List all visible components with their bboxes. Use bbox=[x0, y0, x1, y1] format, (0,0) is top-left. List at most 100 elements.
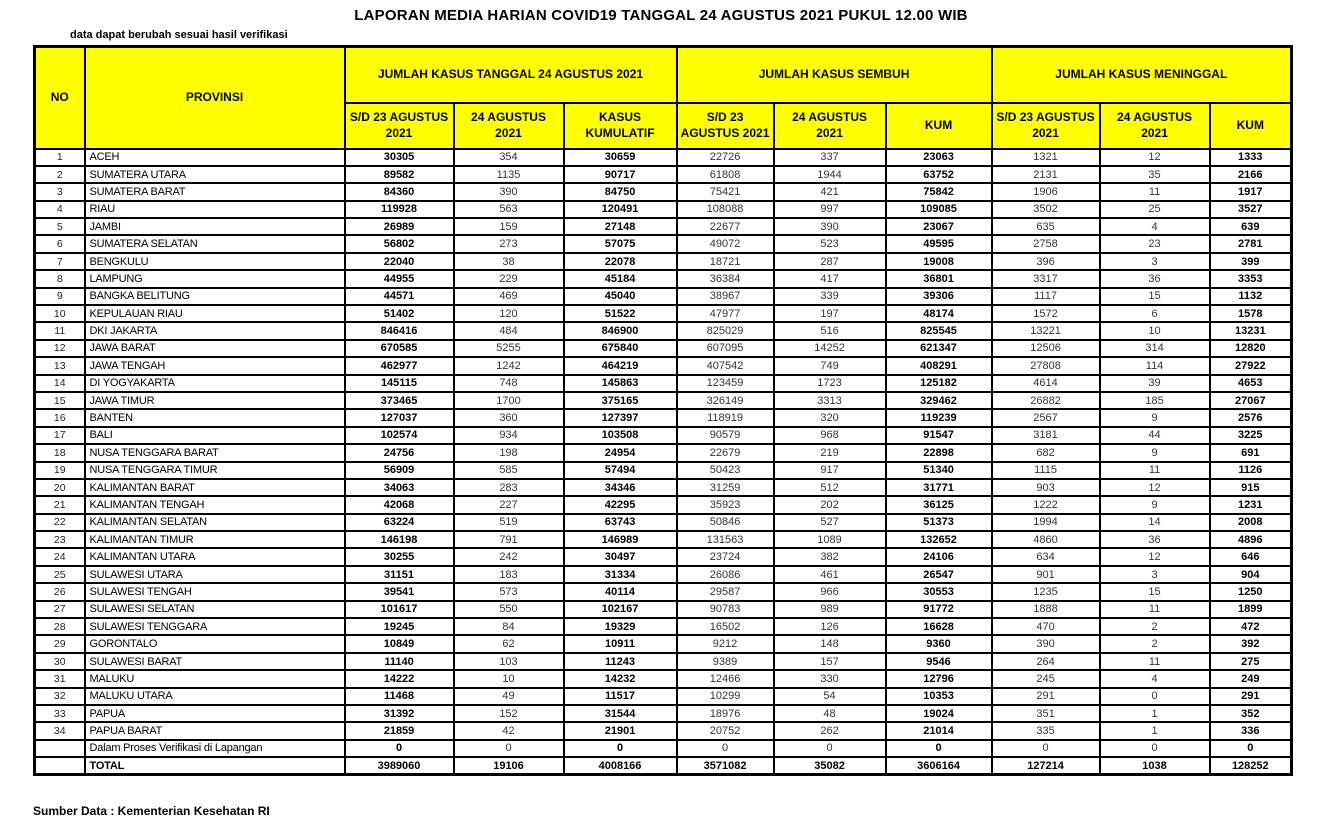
value-cell: 12796 bbox=[884, 669, 993, 689]
value-cell: 36125 bbox=[884, 495, 993, 515]
value-cell: 12506 bbox=[990, 338, 1101, 359]
value-cell: 145863 bbox=[562, 373, 678, 393]
province-cell: RIAU bbox=[83, 199, 346, 220]
value-cell: 1994 bbox=[990, 512, 1101, 533]
value-cell: 27922 bbox=[1208, 356, 1293, 376]
table-row: 16 BANTEN 127037 360 127397 118919 320 119239 25… bbox=[33, 408, 1293, 428]
table-row: 2 SUMATERA UTARA 89582 1135 90717 61808 1944 63… bbox=[33, 164, 1293, 185]
table-header: NO PROVINSI JUMLAH KASUS TANGGAL 24 AGUS… bbox=[33, 45, 1293, 150]
value-cell: 635 bbox=[990, 217, 1101, 237]
value-cell: 38 bbox=[452, 251, 565, 272]
value-cell: 9212 bbox=[675, 634, 775, 654]
value-cell: 24756 bbox=[343, 443, 455, 463]
value-cell: 314 bbox=[1098, 338, 1211, 359]
value-cell: 550 bbox=[452, 599, 565, 620]
province-cell: DKI JAKARTA bbox=[83, 321, 346, 341]
table-row: 10 KEPULAUAN RIAU 51402 120 51522 47977 197 481… bbox=[33, 303, 1293, 324]
value-cell: 12 bbox=[1098, 477, 1211, 498]
value-cell: 3 bbox=[1098, 564, 1211, 585]
value-cell: 103 bbox=[452, 651, 565, 672]
value-cell: 523 bbox=[772, 234, 887, 254]
province-cell: SUMATERA SELATAN bbox=[83, 234, 346, 254]
value-cell: 9 bbox=[1098, 495, 1211, 515]
value-cell: 11 bbox=[1098, 651, 1211, 672]
value-cell: 407542 bbox=[675, 356, 775, 376]
row-number-cell: 9 bbox=[33, 286, 86, 307]
province-cell: SUMATERA BARAT bbox=[83, 182, 346, 202]
value-cell: 90717 bbox=[562, 164, 678, 185]
value-cell: 4008166 bbox=[562, 756, 678, 776]
value-cell: 339 bbox=[772, 286, 887, 307]
value-cell: 10 bbox=[452, 669, 565, 689]
value-cell: 27808 bbox=[990, 356, 1101, 376]
value-cell: 917 bbox=[772, 460, 887, 480]
value-cell: 392 bbox=[1208, 634, 1293, 654]
value-cell: 48 bbox=[772, 703, 887, 724]
value-cell: 0 bbox=[452, 738, 565, 759]
value-cell: 390 bbox=[772, 217, 887, 237]
value-cell: 934 bbox=[452, 425, 565, 446]
value-cell: 18976 bbox=[675, 703, 775, 724]
value-cell: 40114 bbox=[562, 582, 678, 602]
value-cell: 4 bbox=[1098, 217, 1211, 237]
province-cell: DI YOGYAKARTA bbox=[83, 373, 346, 393]
value-cell: 0 bbox=[990, 738, 1101, 759]
value-cell: 128252 bbox=[1208, 756, 1293, 776]
value-cell: 56802 bbox=[343, 234, 455, 254]
province-cell: PAPUA bbox=[83, 703, 346, 724]
value-cell: 915 bbox=[1208, 477, 1293, 498]
value-cell: 352 bbox=[1208, 703, 1293, 724]
value-cell: 30553 bbox=[884, 582, 993, 602]
row-number-cell: 14 bbox=[33, 373, 86, 393]
value-cell: 1321 bbox=[990, 147, 1101, 167]
value-cell: 634 bbox=[990, 547, 1101, 567]
value-cell: 90579 bbox=[675, 425, 775, 446]
table-row: 14 DI YOGYAKARTA 145115 748 145863 123459 1723… bbox=[33, 373, 1293, 393]
value-cell: 749 bbox=[772, 356, 887, 376]
value-cell: 22679 bbox=[675, 443, 775, 463]
value-cell: 35082 bbox=[772, 756, 887, 776]
value-cell: 119239 bbox=[884, 408, 993, 428]
value-cell: 63224 bbox=[343, 512, 455, 533]
value-cell: 44 bbox=[1098, 425, 1211, 446]
row-number-cell: 31 bbox=[33, 669, 86, 689]
value-cell: 126 bbox=[772, 617, 887, 637]
row-number-cell bbox=[33, 756, 86, 776]
value-cell: 36384 bbox=[675, 269, 775, 289]
value-cell: 846900 bbox=[562, 321, 678, 341]
province-cell: MALUKU UTARA bbox=[83, 686, 346, 707]
value-cell: 1333 bbox=[1208, 147, 1293, 167]
value-cell: 3353 bbox=[1208, 269, 1293, 289]
value-cell: 0 bbox=[562, 738, 678, 759]
value-cell: 3571082 bbox=[675, 756, 775, 776]
value-cell: 1906 bbox=[990, 182, 1101, 202]
value-cell: 242 bbox=[452, 547, 565, 567]
value-cell: 396 bbox=[990, 251, 1101, 272]
value-cell: 4614 bbox=[990, 373, 1101, 393]
value-cell: 12 bbox=[1098, 147, 1211, 167]
value-cell: 2781 bbox=[1208, 234, 1293, 254]
row-number-cell: 7 bbox=[33, 251, 86, 272]
value-cell: 132652 bbox=[884, 530, 993, 550]
value-cell: 152 bbox=[452, 703, 565, 724]
value-cell: 585 bbox=[452, 460, 565, 480]
value-cell: 14 bbox=[1098, 512, 1211, 533]
province-cell: SUMATERA UTARA bbox=[83, 164, 346, 185]
value-cell: 50846 bbox=[675, 512, 775, 533]
value-cell: 109085 bbox=[884, 199, 993, 220]
table-row: 23 KALIMANTAN TIMUR 146198 791 146989 131563 1… bbox=[33, 530, 1293, 550]
table-row: 22 KALIMANTAN SELATAN 63224 519 63743 50846 52… bbox=[33, 512, 1293, 533]
province-cell: KEPULAUAN RIAU bbox=[83, 303, 346, 324]
value-cell: 9546 bbox=[884, 651, 993, 672]
value-cell: 421 bbox=[772, 182, 887, 202]
value-cell: 44571 bbox=[343, 286, 455, 307]
verification-label-cell: Dalam Proses Verifikasi di Lapangan bbox=[83, 738, 346, 759]
value-cell: 21901 bbox=[562, 721, 678, 741]
value-cell: 846416 bbox=[343, 321, 455, 341]
value-cell: 45184 bbox=[562, 269, 678, 289]
group-header-sembuh: JUMLAH KASUS SEMBUH bbox=[675, 45, 993, 104]
value-cell: 3181 bbox=[990, 425, 1101, 446]
value-cell: 127397 bbox=[562, 408, 678, 428]
value-cell: 825545 bbox=[884, 321, 993, 341]
col-header-no: NO bbox=[33, 45, 86, 150]
